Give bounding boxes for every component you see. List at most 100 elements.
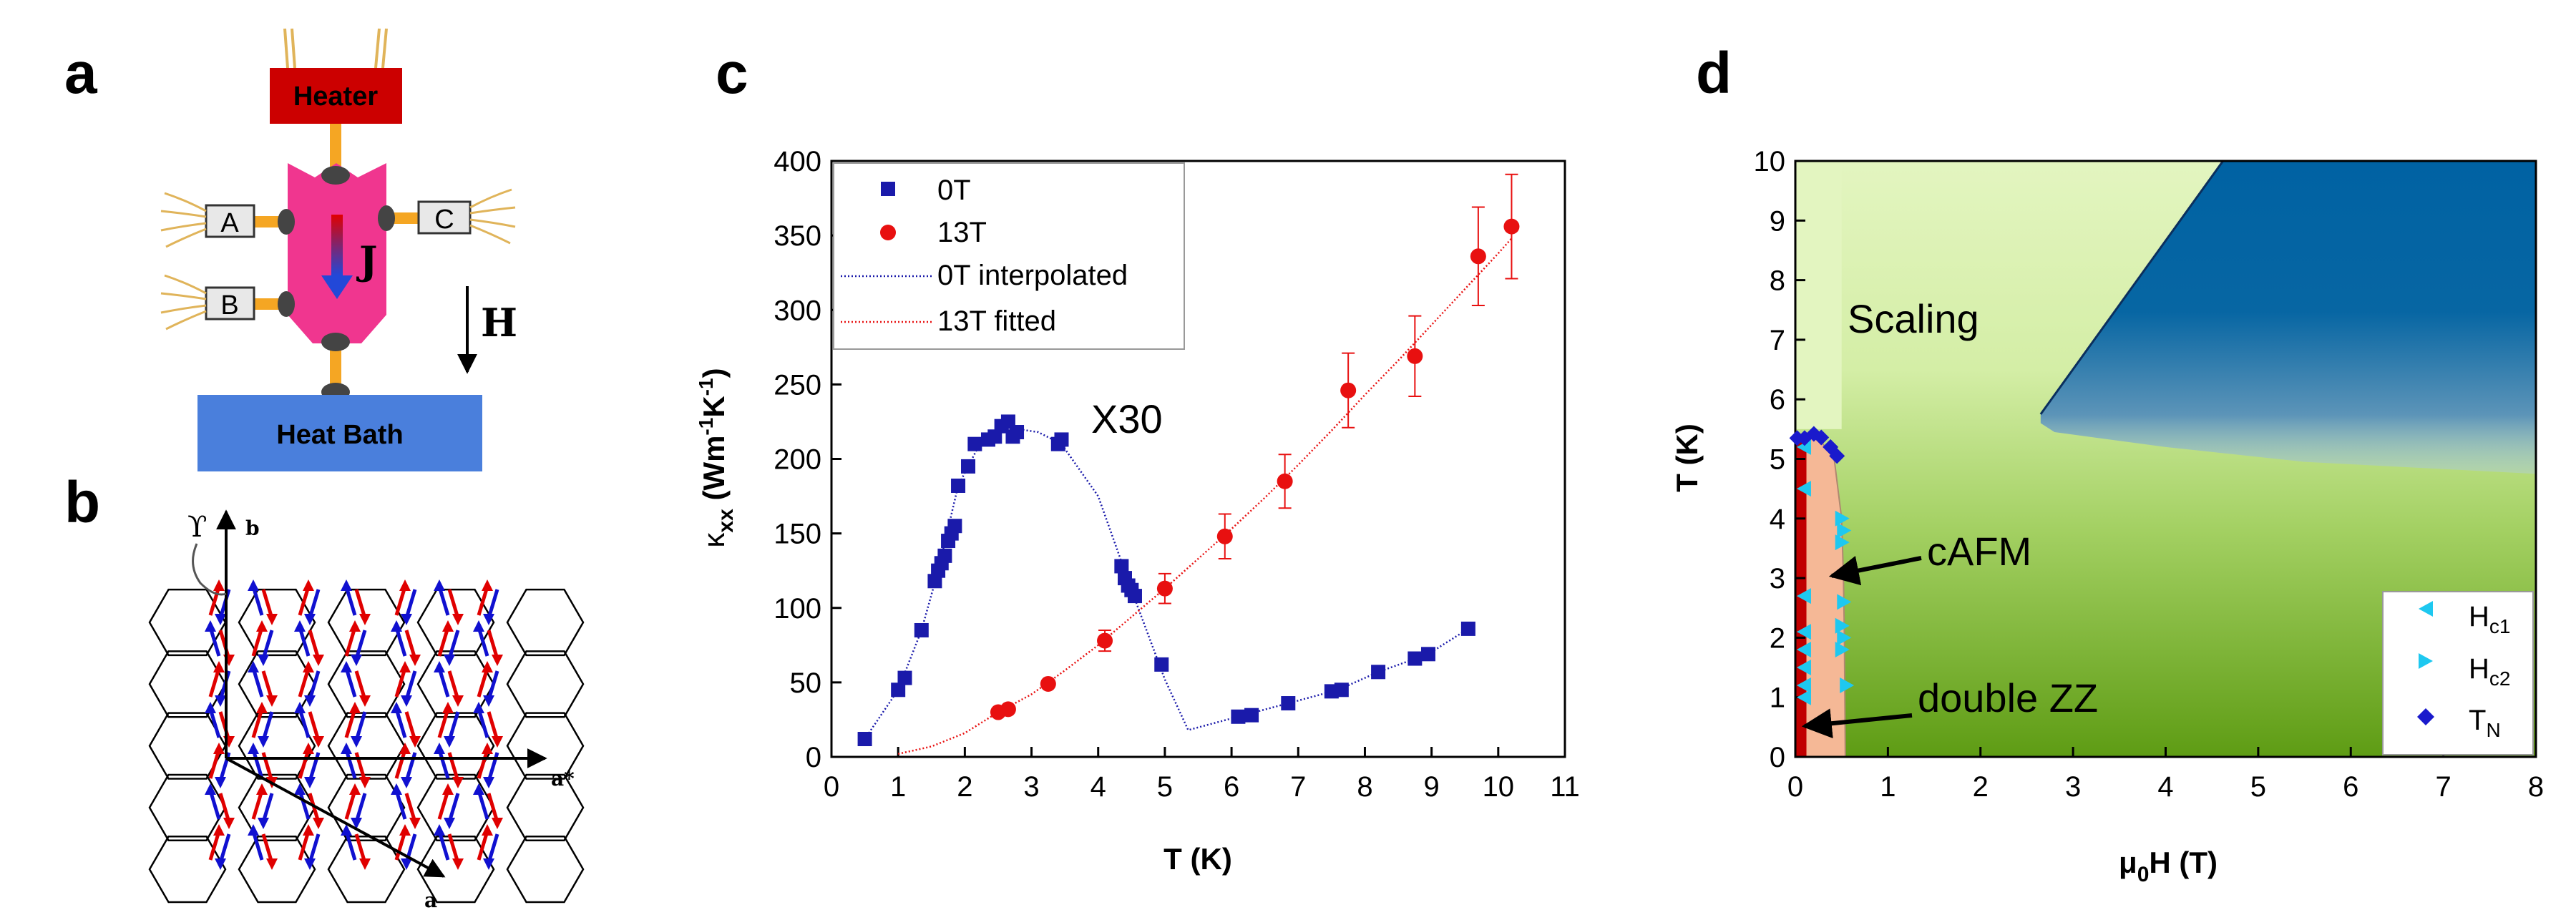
spin-arrowhead — [442, 783, 454, 795]
legend-13T-line-label: 13T fitted — [937, 305, 1056, 337]
spin-arrow — [477, 831, 489, 861]
point-Hc1 — [1796, 624, 1811, 640]
spin-arrowhead — [391, 702, 402, 713]
spin-arrowhead — [349, 620, 361, 632]
contact-dots — [278, 166, 395, 401]
x-tick-label: 7 — [1290, 771, 1306, 803]
spin-arrow — [437, 749, 450, 779]
spin-arrow — [251, 667, 264, 698]
spin-arrowhead — [294, 620, 306, 632]
spin-arrow — [487, 589, 499, 619]
spin-arrowhead — [442, 702, 454, 713]
spin-arrow — [437, 708, 450, 738]
current-arrowhead — [321, 275, 353, 299]
hexagon — [148, 773, 227, 842]
spin-arrow — [344, 831, 357, 861]
spin-arrowhead — [351, 655, 362, 666]
x-tick-label: 6 — [2343, 771, 2358, 803]
x-tick-label: 6 — [1224, 771, 1239, 803]
point-0T — [947, 519, 962, 534]
point-0T — [1127, 589, 1142, 604]
spin-arrow — [477, 627, 489, 657]
spin-arrow — [394, 831, 407, 861]
region-label-double-zz: double ZZ — [1918, 675, 2098, 720]
hexagon — [416, 836, 495, 904]
spin-arrow — [208, 749, 221, 779]
legend-hc1-label: Hc1 — [2469, 601, 2510, 637]
hexagon — [506, 712, 585, 780]
point-Hc2 — [1837, 522, 1852, 539]
spin-arrow — [208, 790, 221, 820]
spin-arrowhead — [266, 614, 278, 625]
hexagon — [238, 588, 316, 657]
spin-arrowhead — [492, 818, 503, 829]
region-high-field — [2040, 161, 2536, 474]
hexagon — [238, 836, 316, 904]
point-0T — [937, 548, 952, 563]
contact-wires — [160, 188, 516, 331]
spin-arrowhead — [205, 702, 216, 713]
spin-arrow — [344, 749, 357, 779]
double-zz-pointer — [1801, 708, 1913, 739]
spin-arrowhead — [401, 858, 412, 870]
spin-arrowhead — [213, 743, 225, 754]
spin-arrowhead — [256, 702, 268, 713]
point-0T — [1281, 696, 1296, 711]
spin-arrow — [298, 831, 311, 861]
spin-arrowhead — [266, 858, 278, 870]
hexagon — [506, 836, 585, 904]
annotation-x30: X30 — [1091, 396, 1163, 441]
spin-arrowhead — [215, 614, 226, 625]
spin-arrowhead — [215, 858, 226, 870]
hexagon — [416, 650, 495, 718]
spin-arrow — [308, 589, 321, 619]
gamma-arc — [192, 543, 227, 596]
spin-arrowhead — [444, 655, 455, 666]
legend-0T-line-label: 0T interpolated — [937, 260, 1128, 291]
hexagon — [416, 773, 495, 842]
spin-arrow — [251, 749, 264, 779]
point-0T — [967, 436, 982, 451]
hexagon — [238, 650, 316, 718]
spin-arrow — [447, 630, 460, 660]
spin-arrow — [298, 627, 311, 657]
spin-arrow — [344, 708, 357, 738]
spin-arrow — [354, 630, 367, 660]
y-tick-label: 8 — [1770, 265, 1785, 297]
spin-arrow — [447, 589, 460, 619]
spin-arrowhead — [304, 858, 316, 870]
spin-arrowhead — [399, 824, 411, 836]
point-Hc2 — [1837, 594, 1852, 610]
y-tick-label: 5 — [1770, 444, 1785, 476]
plot-d-ticks: 0 1 2 3 4 5 6 7 8 0 1 2 3 4 5 6 7 8 9 10 — [1754, 146, 2545, 803]
spin-arrowhead — [359, 695, 371, 707]
spin-arrow — [354, 711, 367, 741]
legend-tn-label: TN — [2469, 705, 2501, 741]
point-0T — [1371, 665, 1386, 680]
point-Hc1 — [1796, 642, 1811, 658]
contact-b-box — [205, 286, 255, 320]
contact-b-label: B — [220, 290, 238, 320]
spin-arrow — [344, 667, 357, 698]
hexagon — [327, 712, 406, 780]
point-0T — [1334, 682, 1349, 698]
panel-letter-d: d — [1696, 41, 1732, 106]
point-Hc1 — [1796, 660, 1811, 676]
spin-arrowhead — [452, 614, 464, 625]
plot-d-legend-box — [2382, 591, 2534, 755]
spin-arrow — [437, 586, 450, 616]
y-tick-label: 400 — [774, 146, 821, 177]
y-tick-label: 9 — [1770, 205, 1785, 237]
x-tick-label: 4 — [2157, 771, 2173, 803]
spin-arrow — [404, 589, 417, 619]
point-Hc2 — [1840, 677, 1855, 694]
spin-arrowhead — [258, 655, 269, 666]
spin-arrowhead — [482, 743, 493, 754]
hexagon — [238, 773, 316, 842]
x-tick-label: 2 — [957, 771, 972, 803]
legend-13T-marker — [880, 225, 896, 240]
y-tick-label: 150 — [774, 519, 821, 550]
point-Hc1 — [1796, 588, 1811, 605]
spin-arrowhead — [359, 777, 371, 788]
spin-arrow — [208, 586, 221, 616]
